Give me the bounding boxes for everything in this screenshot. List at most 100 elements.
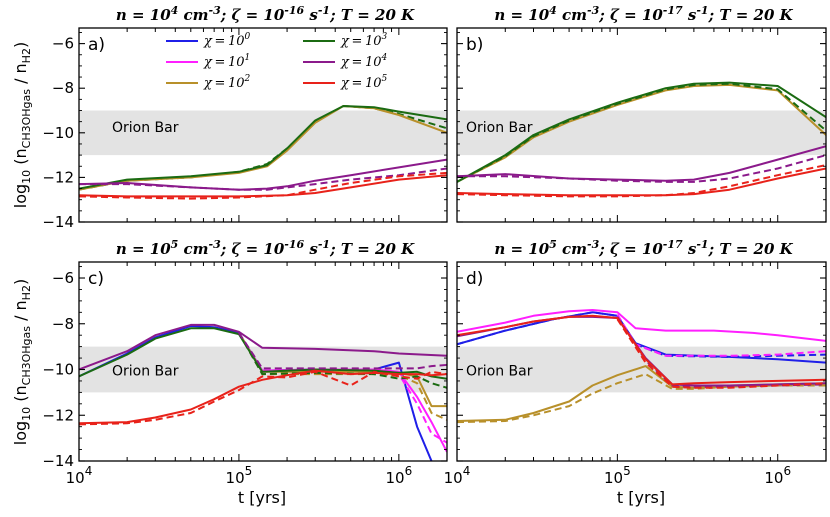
text-run: χ = 10 [340, 34, 382, 49]
series-line [616, 318, 826, 389]
subscript: CH3OHgas [20, 89, 33, 149]
y-tick-label: −12 [42, 168, 74, 186]
superscript: -17 [663, 4, 683, 17]
text-run: χ = 10 [203, 76, 245, 91]
series-line [79, 369, 447, 425]
y-tick-label: −12 [42, 406, 74, 424]
x-tick-label: 105 [226, 464, 253, 487]
text-run: ) [11, 42, 30, 48]
series-line [79, 158, 447, 191]
y-tick-label: −14 [42, 213, 74, 231]
series-line [79, 325, 433, 461]
tick-base: 10 [66, 469, 85, 487]
text-run: (n [11, 148, 30, 169]
text-run: s [304, 240, 318, 258]
subscript: 10 [20, 407, 33, 421]
superscript: 5 [549, 238, 557, 251]
text-run: ; ζ = 10 [598, 240, 663, 258]
y-tick-label: −6 [52, 35, 74, 53]
superscript: -16 [284, 238, 304, 251]
tick-exponent: 5 [623, 464, 631, 478]
superscript: 1 [245, 53, 251, 63]
legend-label: χ = 102​ [203, 74, 251, 91]
panel-title: n = 104​ cm-3​; ζ = 10-16​ s-1​; T = 20 … [116, 4, 415, 24]
superscript: 5 [171, 238, 179, 251]
panel-tag: b) [466, 35, 483, 55]
legend-label: χ = 103​ [340, 32, 388, 49]
series-line [457, 164, 826, 198]
subscript: H2 [20, 285, 33, 300]
superscript: -3 [587, 238, 600, 251]
tick-exponent: 6 [405, 464, 413, 478]
series-group [457, 81, 826, 198]
series-line [79, 105, 447, 190]
orion-bar-label: Orion Bar [466, 120, 533, 136]
text-run: ; T = 20 K [329, 6, 415, 24]
x-axis-label: t [yrs] [617, 488, 665, 507]
series-line [238, 332, 447, 389]
tick-base: 10 [764, 469, 783, 487]
text-run: cm [557, 240, 587, 258]
tick-exponent: 6 [783, 464, 791, 478]
series-line [457, 167, 826, 197]
series-group [79, 105, 447, 200]
x-tick-label: 104 [444, 464, 471, 487]
superscript: -3 [587, 4, 600, 17]
x-axis-label: t [yrs] [238, 488, 286, 507]
text-run: log [11, 184, 30, 208]
x-tick-label: 106 [385, 464, 412, 487]
superscript: -3 [209, 238, 222, 251]
legend-label: χ = 101​ [203, 53, 250, 70]
orion-bar-label: Orion Bar [466, 364, 533, 380]
y-tick-label: −14 [42, 452, 74, 470]
text-run: ; T = 20 K [708, 240, 794, 258]
y-axis-label: log10​ (nCH3OHgas​ / nH2​) [11, 42, 33, 208]
series-line [79, 174, 447, 198]
legend-label: χ = 105​ [340, 74, 388, 91]
text-run: ; ζ = 10 [220, 240, 285, 258]
plot-frame [456, 261, 827, 462]
panel-tag: d) [466, 269, 483, 289]
text-run: χ = 10 [340, 76, 382, 91]
superscript: -1 [318, 238, 330, 251]
plot-frame [78, 261, 448, 462]
text-run: s [304, 6, 318, 24]
orion-bar-band [79, 110, 447, 156]
superscript: -16 [284, 4, 304, 17]
text-run: n = 10 [116, 240, 171, 258]
tick-base: 10 [444, 469, 463, 487]
tick-base: 10 [226, 469, 245, 487]
y-tick-label: −8 [52, 79, 74, 97]
series-line [616, 314, 826, 357]
text-run: (n [11, 385, 30, 406]
series-line [79, 370, 447, 426]
text-run: ; ζ = 10 [220, 6, 285, 24]
tick-exponent: 4 [463, 464, 471, 478]
tick-base: 10 [385, 469, 404, 487]
text-run: χ = 10 [203, 55, 245, 70]
panel-tag: c) [88, 269, 104, 289]
panel-tag: a) [88, 35, 105, 55]
text-run: ; T = 20 K [329, 240, 415, 258]
superscript: -1 [318, 4, 330, 17]
superscript: 5 [382, 74, 388, 84]
panel-a: Orion Bar−14−12−10−8−6a)n = 104​ cm-3​; … [42, 4, 448, 231]
text-run: ) [11, 279, 30, 285]
series-line [457, 309, 826, 342]
series-line [238, 332, 447, 370]
tick-exponent: 4 [85, 464, 93, 478]
text-run: χ = 10 [340, 55, 382, 70]
orion-bar-label: Orion Bar [112, 364, 179, 380]
superscript: 4 [171, 4, 179, 17]
text-run: χ = 10 [203, 34, 245, 49]
series-line [79, 171, 447, 200]
series-line [79, 323, 447, 371]
text-run: cm [178, 6, 208, 24]
orion-bar-band [79, 346, 447, 393]
y-tick-label: −8 [52, 315, 74, 333]
series-line [79, 327, 447, 380]
panel-title: n = 105​ cm-3​; ζ = 10-16​ s-1​; T = 20 … [116, 238, 415, 258]
superscript: -1 [696, 238, 708, 251]
